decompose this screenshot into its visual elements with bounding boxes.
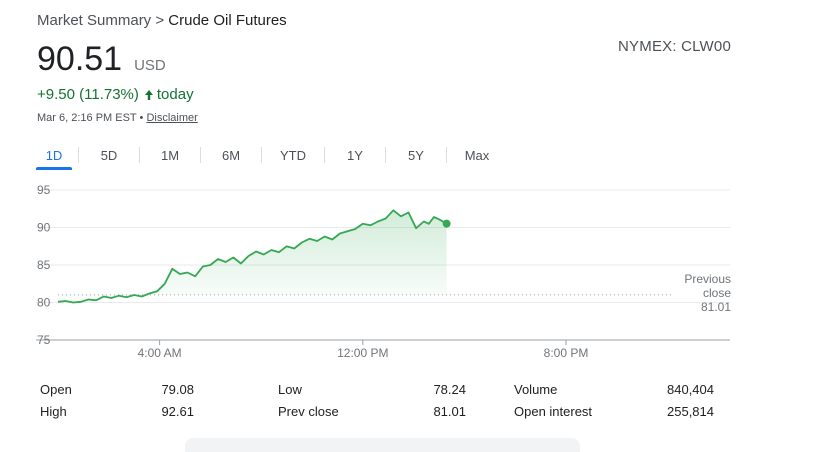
y-tick-label: 85 <box>37 258 51 272</box>
x-tick-label: 12:00 PM <box>337 346 388 360</box>
x-tick-label: 8:00 PM <box>544 346 589 360</box>
stat-value-open-interest: 255,814 <box>667 404 714 419</box>
tab-1y[interactable]: 1Y <box>347 147 363 163</box>
stats-table: Open 79.08 High 92.61 Low 78.24 Prev clo… <box>0 378 830 428</box>
y-tick-label: 80 <box>37 296 51 310</box>
tab-divider <box>200 147 201 163</box>
stat-value-open: 79.08 <box>161 382 194 397</box>
quote-timestamp: Mar 6, 2:16 PM EST <box>37 112 137 124</box>
tab-divider <box>446 147 447 163</box>
y-tick-label: 90 <box>37 221 51 235</box>
current-price: 90.51 <box>37 40 123 78</box>
last-price-point <box>442 219 451 228</box>
tab-1m[interactable]: 1M <box>160 147 180 163</box>
exchange-symbol: NYMEX: CLW00 <box>618 38 731 55</box>
disclaimer-link[interactable]: Disclaimer <box>146 112 198 124</box>
stat-label-prev-close: Prev close <box>278 404 339 419</box>
tab-1d[interactable]: 1D <box>30 142 78 170</box>
tab-ytd[interactable]: YTD <box>280 147 306 163</box>
breadcrumb-separator: > <box>155 12 165 29</box>
series-line <box>57 209 448 304</box>
y-tick-label: 95 <box>37 183 51 197</box>
breadcrumb-current: Crude Oil Futures <box>168 12 287 29</box>
previous-close-label: close <box>703 286 731 300</box>
stat-label-low: Low <box>278 382 302 397</box>
arrow-up-icon <box>144 89 154 101</box>
y-tick-label: 75 <box>37 333 51 347</box>
tab-divider <box>139 147 140 163</box>
meta-bullet: • <box>139 112 144 124</box>
stat-label-open: Open <box>40 382 72 397</box>
stat-value-low: 78.24 <box>433 382 466 397</box>
change-period: today <box>156 86 194 103</box>
stat-value-high: 92.61 <box>161 404 194 419</box>
tab-divider <box>385 147 386 163</box>
breadcrumb: Market Summary > Crude Oil Futures <box>37 12 287 29</box>
stat-label-volume: Volume <box>514 382 558 397</box>
price-chart[interactable]: 95 90 85 80 75 4:00 AM 12:00 PM 8:00 PM Previous… <box>0 176 830 366</box>
stat-value-volume: 840,404 <box>667 382 714 397</box>
tab-divider <box>261 147 262 163</box>
change-value: +9.50 (11.73%) <box>37 86 139 103</box>
currency-label: USD <box>134 57 166 74</box>
tab-max[interactable]: Max <box>464 147 490 163</box>
stat-value-prev-close: 81.01 <box>433 404 466 419</box>
stat-label-high: High <box>40 404 67 419</box>
price-change: +9.50 (11.73%) today <box>37 86 194 103</box>
previous-close-value: 81.01 <box>701 300 731 314</box>
tab-5y[interactable]: 5Y <box>408 147 424 163</box>
previous-close-label: Previous <box>684 272 731 286</box>
tab-divider <box>324 147 325 163</box>
quote-meta: Mar 6, 2:16 PM EST • Disclaimer <box>37 112 198 124</box>
tab-5d[interactable]: 5D <box>100 147 118 163</box>
series-area <box>58 210 447 303</box>
time-range-tabs: 1D 5D 1M 6M YTD 1Y 5Y Max <box>30 142 507 170</box>
tab-6m[interactable]: 6M <box>221 147 241 163</box>
price-row: 90.51 USD <box>37 40 166 79</box>
tab-divider <box>78 147 79 163</box>
stat-label-open-interest: Open interest <box>514 404 593 419</box>
breadcrumb-parent[interactable]: Market Summary <box>37 12 152 29</box>
x-tick-label: 4:00 AM <box>138 346 182 360</box>
bottom-panel-edge <box>185 438 580 452</box>
